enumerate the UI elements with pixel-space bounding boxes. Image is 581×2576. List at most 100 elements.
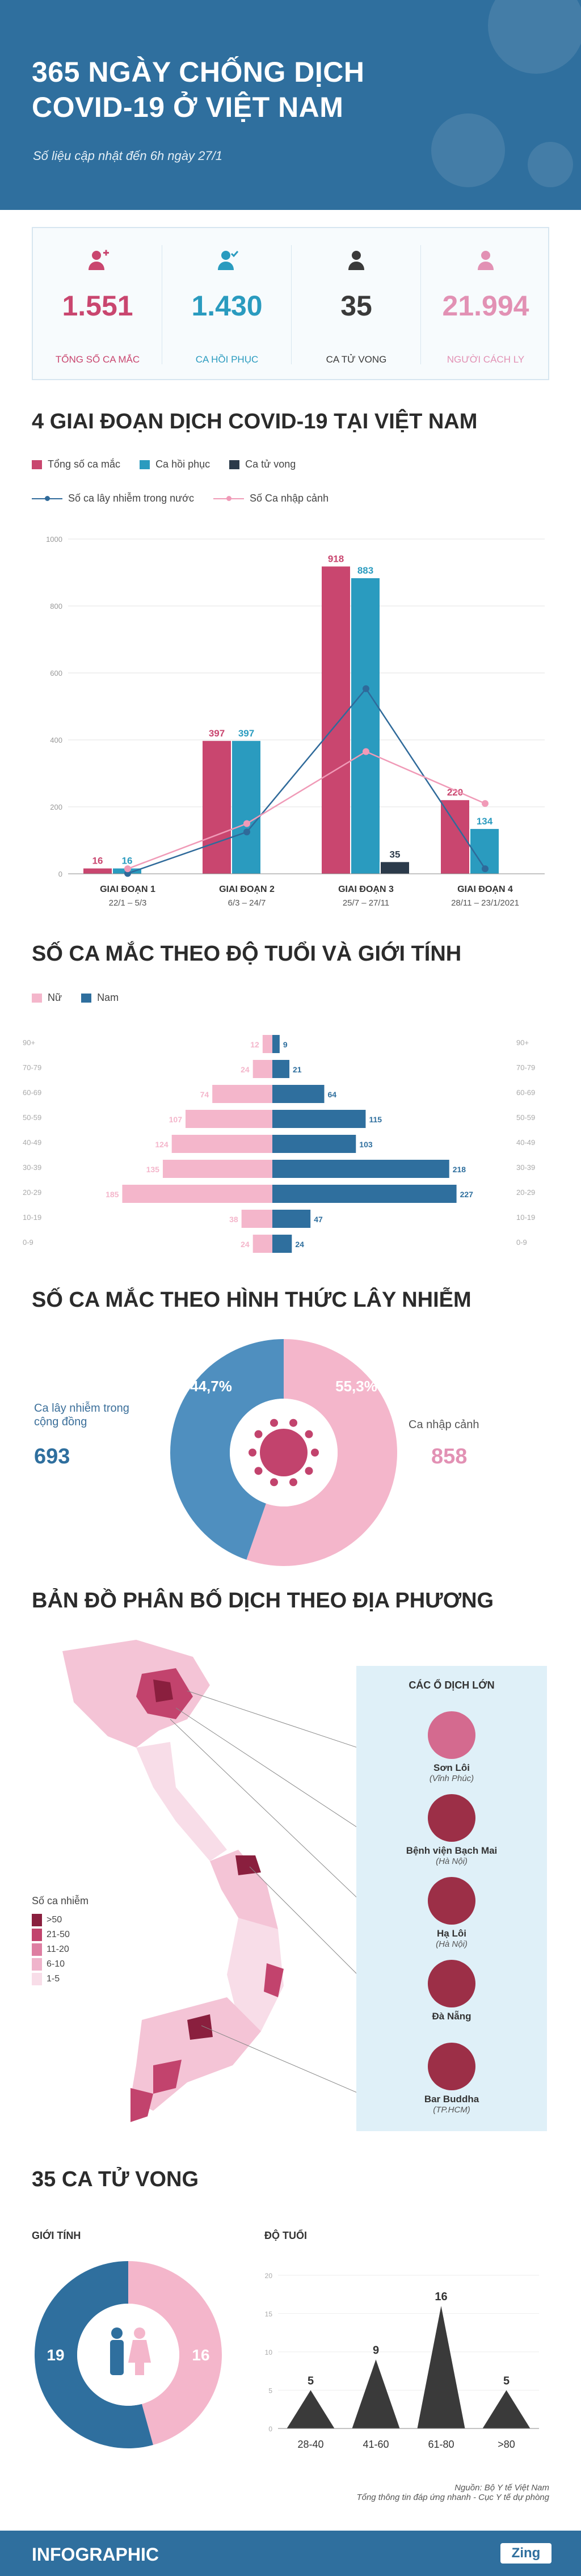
legend-item: Ca hồi phục: [140, 458, 210, 470]
map-legend-title: Số ca nhiễm: [32, 1895, 89, 1906]
age-label-left: 50-59: [23, 1113, 41, 1122]
footer-brand: INFOGRAPHIC: [32, 2544, 159, 2565]
virus-decoration: [528, 142, 573, 187]
stat-deaths: 35 CA TỬ VONG: [292, 228, 421, 379]
stat-label: NGƯỜI CÁCH LY: [447, 354, 525, 365]
stat-value: 1.430: [191, 290, 263, 322]
bar-value-label: 883: [357, 565, 373, 576]
virus-spike: [249, 1449, 256, 1457]
y-tick-label: 20: [265, 2272, 273, 2280]
value-male: 227: [460, 1190, 474, 1199]
bar-value-label: 9: [373, 2345, 379, 2357]
hero-banner: 365 NGÀY CHỐNG DỊCH COVID-19 Ở VIỆT NAM S…: [0, 0, 581, 210]
y-tick-label: 0: [268, 2425, 272, 2433]
value-male: 24: [295, 1240, 304, 1249]
map-title: BẢN ĐỒ PHÂN BỐ DỊCH THEO ĐỊA PHƯƠNG: [32, 1589, 494, 1613]
map-hcm: [187, 2014, 213, 2040]
map-legend: Số ca nhiễm >50 21-50 11-20 6-10 1-5: [32, 1895, 89, 1986]
age-label-left: 60-69: [23, 1088, 41, 1097]
bar-male: [272, 1035, 280, 1053]
value-male: 64: [328, 1090, 337, 1099]
triangle-bar: [482, 2390, 531, 2428]
y-tick-label: 1000: [46, 535, 62, 544]
legend-swatch: [32, 993, 42, 1003]
series-point: [124, 870, 131, 877]
age-label-right: 30-39: [516, 1163, 535, 1172]
bar-female: [241, 1210, 272, 1228]
age-label-left: 90+: [23, 1038, 35, 1047]
y-tick-label: 15: [265, 2310, 273, 2318]
value-female: 38: [229, 1215, 238, 1224]
bar-value-label: 16: [92, 856, 103, 866]
pct-imported: 55,3%: [335, 1378, 377, 1395]
stat-label: TỔNG SỐ CA MẮC: [55, 354, 140, 365]
outbreak-place: (TP.HCM): [433, 2105, 470, 2115]
value-female: 24: [241, 1065, 250, 1074]
map-legend-label: 11-20: [47, 1944, 69, 1954]
page-subtitle: Số liệu cập nhật đến 6h ngày 27/1: [33, 149, 222, 163]
bar-female: [185, 1110, 272, 1128]
age-label-right: 40-49: [516, 1138, 535, 1147]
divider: [420, 245, 421, 364]
map-legend-swatch: [32, 1958, 42, 1971]
legend-label: Số Ca nhập cảnh: [249, 493, 329, 504]
male-count: 19: [47, 2346, 64, 2364]
age-death-title: ĐỘ TUỔI: [264, 2230, 307, 2241]
age-label-left: 30-39: [23, 1163, 41, 1172]
male-figure-icon: [110, 2340, 124, 2375]
value-male: 103: [359, 1140, 373, 1149]
stat-quarantine: 21.994 NGƯỜI CÁCH LY: [421, 228, 550, 379]
value-female: 107: [169, 1115, 183, 1124]
series-point: [482, 800, 489, 807]
series-point: [363, 685, 369, 692]
virus-decoration: [488, 0, 581, 74]
outbreak-item: Hạ Lôi (Hà Nội): [356, 1877, 547, 1949]
bar-recovered: [351, 578, 380, 874]
person-icon: [348, 251, 364, 270]
source-note: Nguồn: Bộ Y tế Việt Nam Tổng thông tin đá…: [356, 2483, 549, 2502]
bar-male: [272, 1235, 292, 1253]
stages-title: 4 GIAI ĐOẠN DỊCH COVID-19 TẠI VIỆT NAM: [32, 410, 478, 433]
series-line: [127, 687, 486, 874]
bar-value-label: 35: [390, 849, 401, 860]
imported-label: Ca nhập cảnh: [409, 1419, 479, 1431]
stat-label: CA HỒI PHỤC: [195, 354, 259, 365]
virus-spike: [270, 1419, 279, 1427]
outbreak-place: (Hà Nội): [436, 1939, 468, 1949]
bar-female: [252, 1235, 272, 1253]
bar-male: [272, 1060, 290, 1078]
value-female: 24: [241, 1240, 250, 1249]
x-category-label: GIAI ĐOẠN 2: [219, 885, 275, 894]
legend-swatch: [32, 460, 42, 469]
transmission-donut: 44,7% 55,3%: [170, 1339, 398, 1566]
bar-total: [83, 868, 112, 874]
virus-spike: [254, 1467, 263, 1475]
virus-spike: [289, 1419, 297, 1427]
age-pyramid-chart: 90+ 90+ 12 9 70-79 70-79 24 21 60-69 60-69 74 64 50-…: [23, 1035, 535, 1253]
value-male: 115: [369, 1115, 382, 1124]
outbreak-name: Hạ Lôi: [437, 1928, 466, 1939]
age-label-left: 40-49: [23, 1138, 41, 1147]
stat-total: 1.551 TỔNG SỐ CA MẮC: [33, 228, 162, 379]
map-legend-swatch: [32, 1943, 42, 1956]
male-figure-icon: [111, 2327, 123, 2339]
x-date-label: 6/3 – 24/7: [228, 898, 266, 908]
value-female: 185: [106, 1190, 119, 1199]
stat-label: CA TỬ VONG: [326, 354, 387, 365]
map-legend-item: 6-10: [32, 1957, 89, 1972]
outbreak-name: Sơn Lôi: [433, 1762, 470, 1773]
map-legend-item: 11-20: [32, 1942, 89, 1957]
virus-spike: [270, 1478, 279, 1487]
bar-male: [272, 1160, 449, 1178]
map-legend-label: 6-10: [47, 1959, 65, 1969]
map-north: [62, 1640, 210, 1748]
series-line: [127, 751, 486, 870]
legend-item: Nam: [81, 992, 119, 1004]
map-legend-item: >50: [32, 1913, 89, 1927]
age-label-right: 50-59: [516, 1113, 535, 1122]
da-nang-map-icon: [428, 1960, 475, 2007]
legend-label: Ca tử vong: [245, 458, 296, 470]
triangle-bar: [352, 2359, 400, 2428]
series-point: [363, 748, 369, 755]
